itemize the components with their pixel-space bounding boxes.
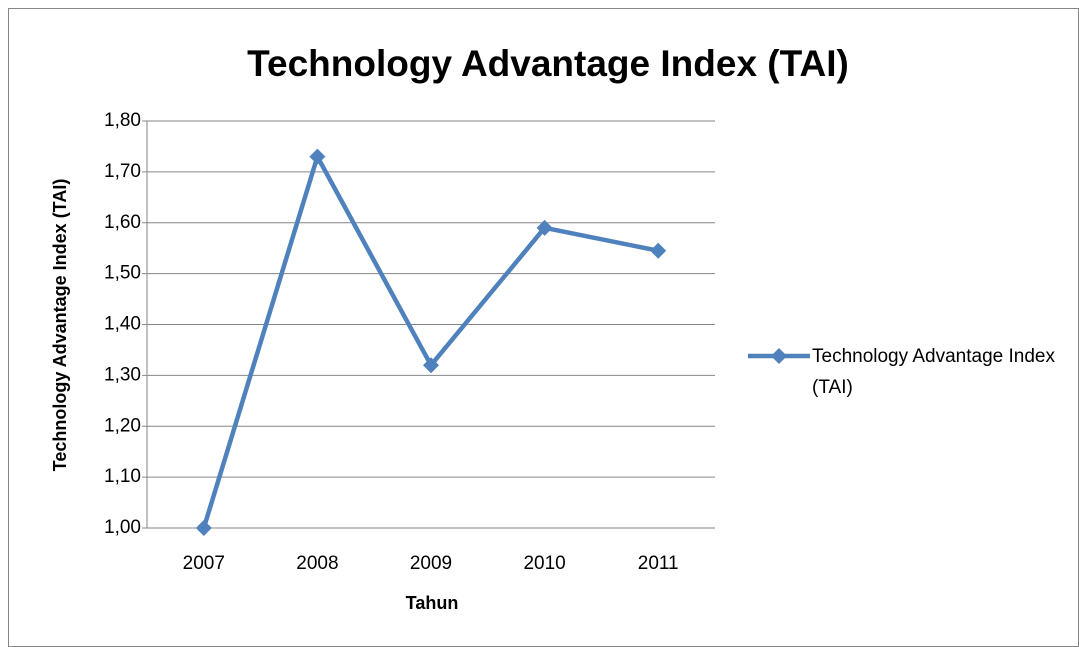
point: [423, 357, 439, 374]
x-tick-label: 2011: [638, 553, 679, 574]
legend-label: Technology Advantage Index (TAI): [812, 346, 1055, 398]
point: [195, 520, 212, 536]
x-tick-label: 2008: [296, 553, 338, 574]
legend-box: Technology Advantage Index (TAI): [812, 346, 1055, 398]
y-tick-label: 1,30: [104, 364, 141, 385]
x-tick-label: 2007: [183, 553, 225, 574]
point: [650, 242, 667, 259]
x-tick-label: 2009: [410, 553, 452, 574]
y-tick-label: 1,70: [104, 161, 141, 182]
y-tick-label: 1,10: [104, 466, 141, 487]
x-axis-label: Tahun: [406, 593, 459, 613]
y-tick-label: 1,80: [104, 110, 141, 131]
chart-border: [8, 8, 1079, 647]
legend-marker: [771, 348, 787, 364]
y-axis-label: Technology Advantage Index (TAI): [50, 179, 70, 472]
x-tick-label: 2010: [523, 553, 565, 574]
y-tick-label: 1,20: [104, 415, 141, 436]
y-tick-label: 1,00: [104, 517, 141, 538]
point: [536, 219, 553, 236]
point: [309, 148, 326, 165]
y-tick-label: 1,60: [104, 212, 141, 233]
chart-title: Technology Advantage Index (TAI): [247, 43, 849, 84]
y-tick-label: 1,50: [104, 263, 141, 284]
y-tick-label: 1,40: [104, 314, 141, 335]
